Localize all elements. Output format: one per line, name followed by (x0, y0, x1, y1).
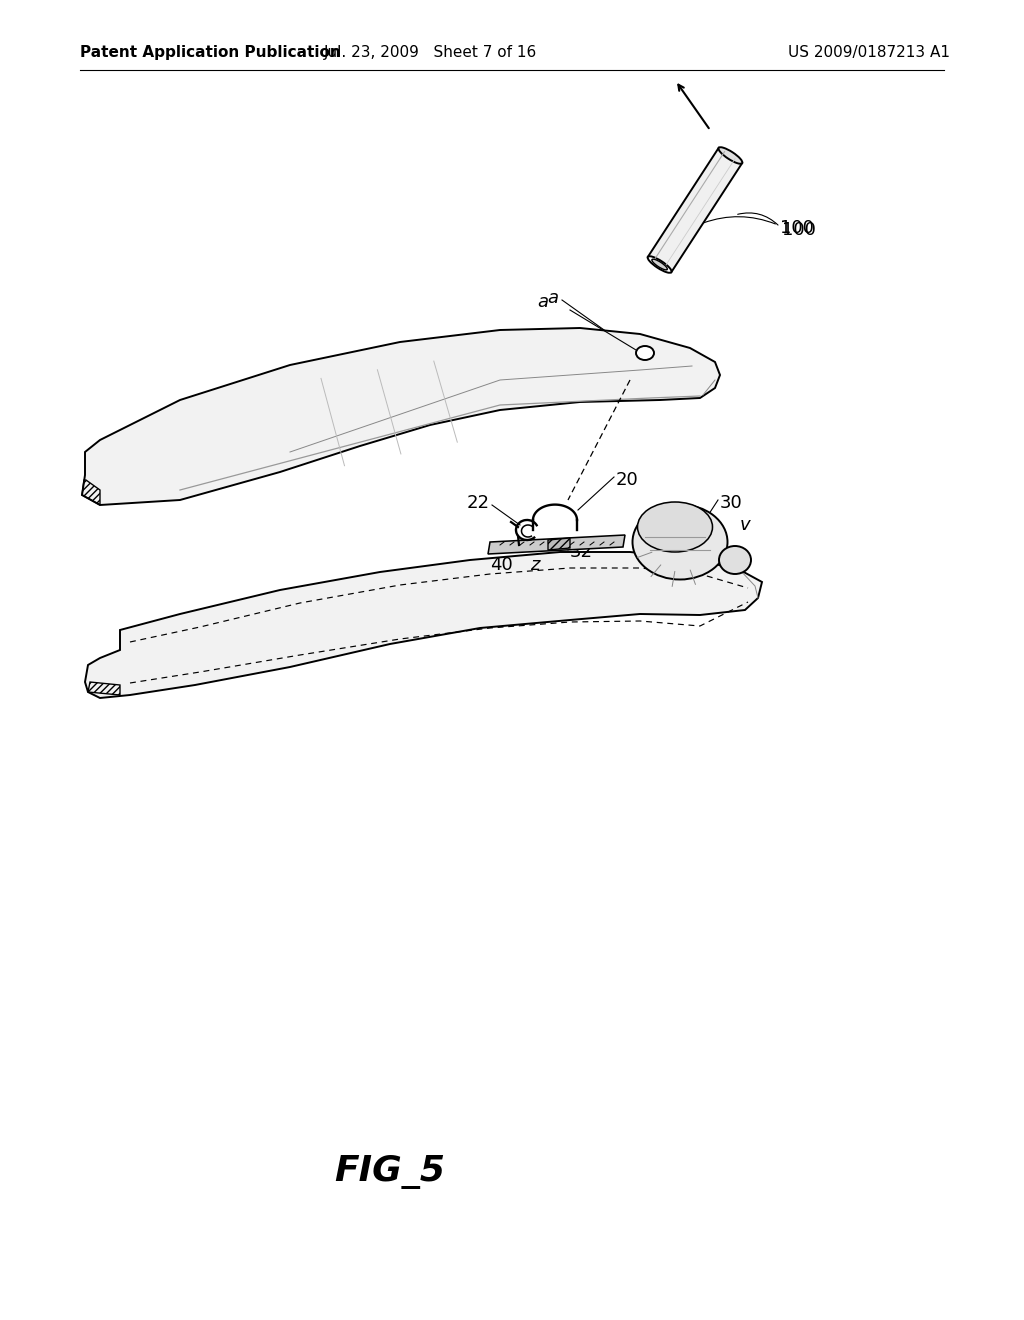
Polygon shape (488, 535, 625, 554)
Text: 40: 40 (490, 556, 513, 574)
Ellipse shape (638, 502, 713, 552)
Ellipse shape (647, 256, 672, 273)
Polygon shape (648, 148, 742, 272)
Ellipse shape (636, 346, 654, 360)
Text: 100: 100 (780, 219, 814, 238)
Polygon shape (85, 552, 762, 698)
Text: Patent Application Publication: Patent Application Publication (80, 45, 341, 59)
Ellipse shape (652, 259, 668, 269)
Polygon shape (548, 539, 570, 550)
Text: US 2009/0187213 A1: US 2009/0187213 A1 (788, 45, 950, 59)
Text: a: a (547, 289, 558, 308)
Text: FIG_5: FIG_5 (335, 1155, 445, 1189)
Text: v: v (740, 516, 751, 535)
Polygon shape (82, 327, 720, 506)
Text: 30: 30 (720, 494, 742, 512)
Ellipse shape (719, 546, 751, 574)
Ellipse shape (719, 148, 742, 164)
Text: 22: 22 (467, 494, 490, 512)
Text: 100: 100 (782, 220, 816, 239)
Text: Jul. 23, 2009   Sheet 7 of 16: Jul. 23, 2009 Sheet 7 of 16 (324, 45, 537, 59)
Text: 32: 32 (570, 543, 593, 561)
Ellipse shape (633, 504, 727, 579)
Text: 20: 20 (616, 471, 639, 488)
Text: a: a (537, 293, 548, 312)
Text: z: z (530, 556, 540, 574)
